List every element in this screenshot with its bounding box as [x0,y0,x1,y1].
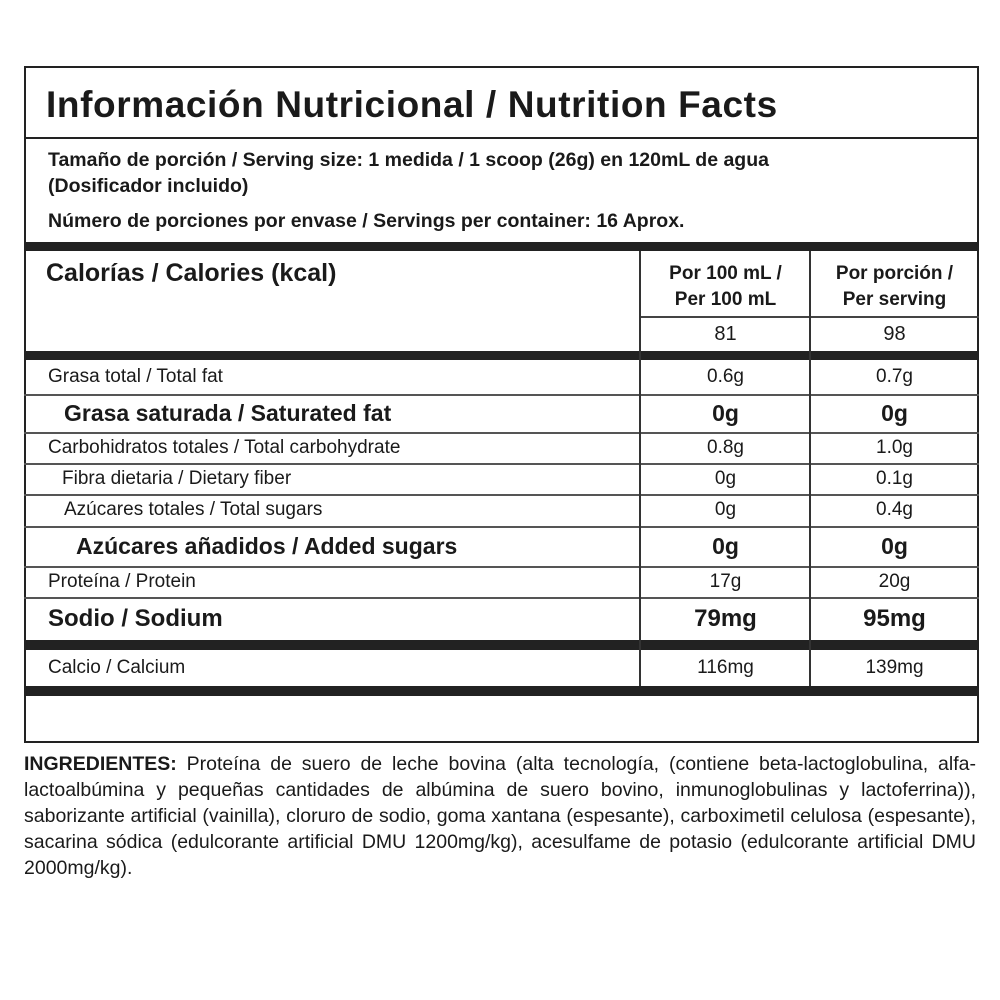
nutrient-per-100ml: 79mg [694,604,757,632]
column-header-line: Per 100 mL [674,289,777,310]
nutrient-label: Azúcares totales / Total sugars [64,499,323,520]
column-divider [809,251,811,686]
thick-divider [24,686,979,696]
divider [24,137,979,139]
nutrient-per-100ml: 0g [712,399,739,426]
nutrient-per-serving: 20g [878,570,911,592]
nutrient-per-100ml: 17g [709,570,742,592]
nutrient-label: Azúcares añadidos / Added sugars [76,532,458,559]
nutrient-label: Grasa saturada / Saturated fat [64,399,392,426]
serving-size: Tamaño de porción / Serving size: 1 medi… [48,149,769,171]
row-divider [24,463,979,465]
nutrient-label: Calcio / Calcium [48,657,186,678]
nutrition-facts-panel [24,66,979,743]
ingredients: INGREDIENTES: Proteína de suero de leche… [24,751,976,881]
thick-divider [24,640,979,650]
nutrient-label: Grasa total / Total fat [48,366,223,387]
nutrient-label: Proteína / Protein [48,570,196,592]
serving-note: (Dosificador incluido) [48,175,249,197]
nutrient-per-serving: 0g [881,532,908,559]
nutrient-per-serving: 0.7g [876,366,913,387]
row-divider [24,526,979,528]
nutrient-per-serving: 1.0g [876,436,913,458]
row-divider [24,494,979,496]
nutrient-per-serving: 0g [881,399,908,426]
column-header-line: Por porción / [835,263,954,284]
nutrient-per-serving: 139mg [865,657,924,678]
nutrient-per-serving: 95mg [863,604,926,632]
column-header-line: Por 100 mL / [669,263,782,284]
ingredients-text: Proteína de suero de leche bovina (alta … [24,753,976,879]
servings-per-container: Número de porciones por envase / Serving… [48,210,685,232]
nutrient-label: Fibra dietaria / Dietary fiber [62,467,292,489]
column-header-per-serving: Por porción / Per serving [811,261,978,313]
nutrient-per-serving: 0.4g [876,499,913,520]
panel-title: Información Nutricional / Nutrition Fact… [46,84,778,125]
row-divider [24,597,979,599]
column-divider [639,251,641,686]
thick-divider [24,351,979,360]
nutrient-per-100ml: 0.8g [707,436,744,458]
row-divider [24,432,979,434]
row-divider [24,566,979,568]
nutrient-per-serving: 0.1g [876,467,913,489]
ingredients-heading: INGREDIENTES: [24,753,177,775]
nutrient-per-100ml: 0.6g [707,366,744,387]
nutrient-label: Sodio / Sodium [48,604,223,632]
nutrient-per-100ml: 0g [712,532,739,559]
nutrient-per-100ml: 116mg [697,657,754,678]
row-divider [24,394,979,396]
nutrient-per-100ml: 0g [714,467,737,489]
column-header-per-100ml: Por 100 mL / Per 100 mL [641,261,810,313]
nutrient-label: Carbohidratos totales / Total carbohydra… [48,436,401,458]
calories-label: Calorías / Calories (kcal) [46,259,337,287]
calories-per-100ml: 81 [714,322,737,345]
column-header-line: Per serving [842,289,947,310]
calories-per-serving: 98 [883,322,906,345]
thick-divider [24,242,979,251]
nutrient-per-100ml: 0g [714,499,737,520]
